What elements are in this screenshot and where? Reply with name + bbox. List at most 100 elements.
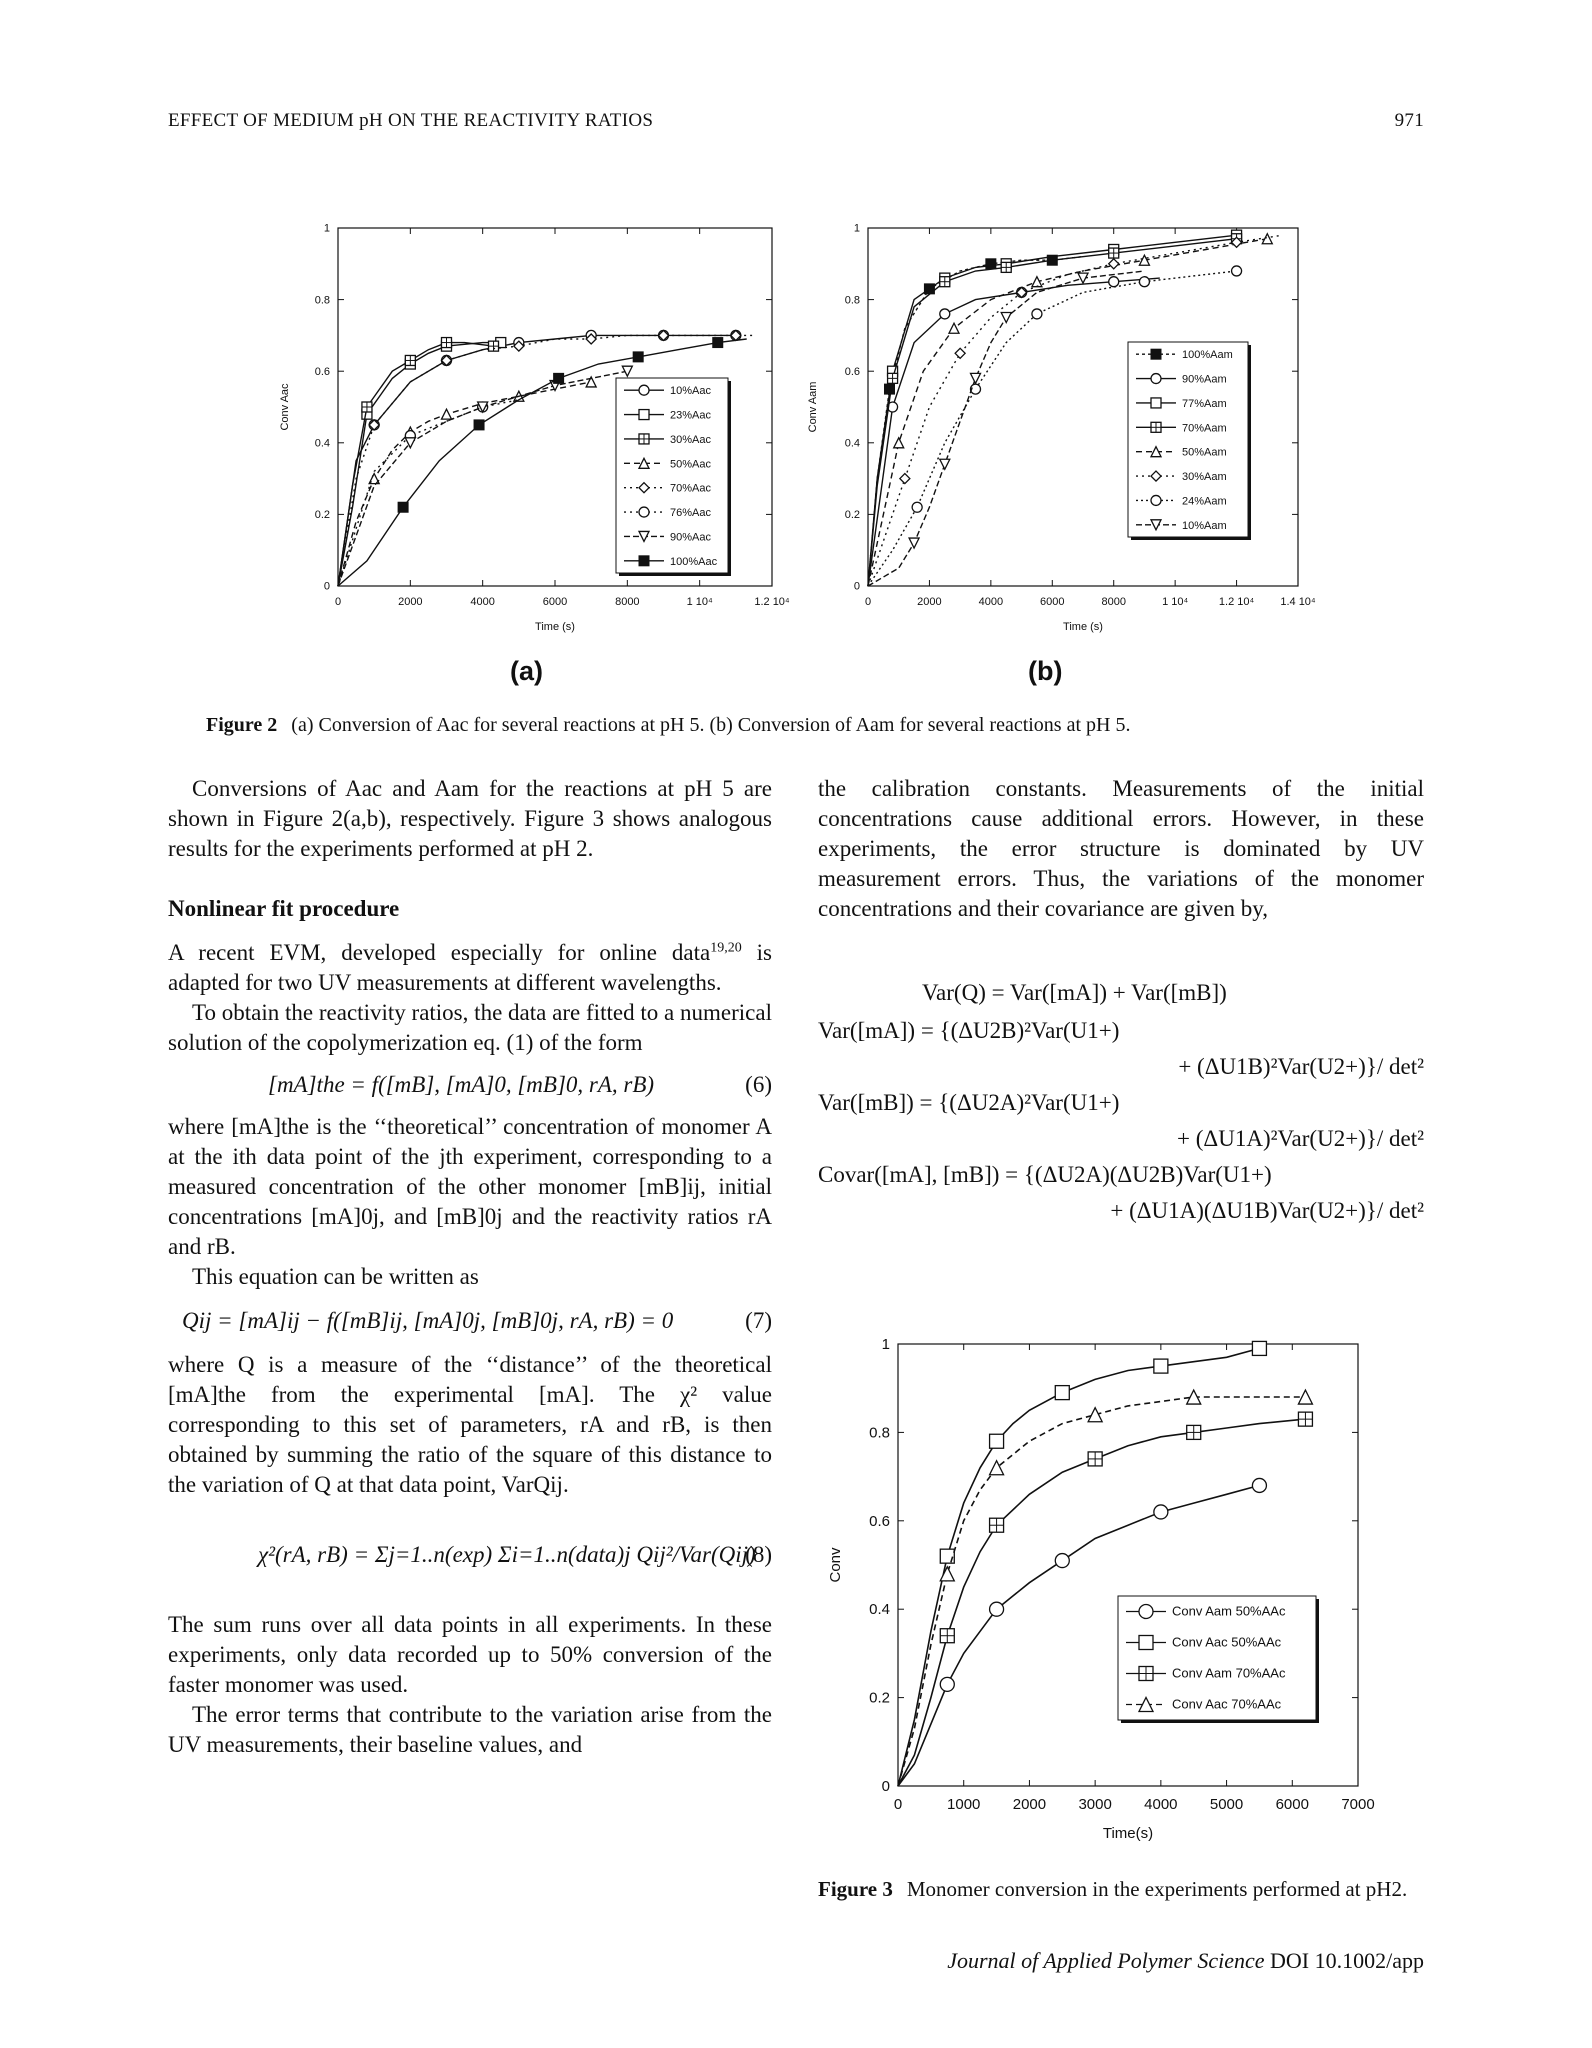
y-axis-label: Conv bbox=[827, 1547, 844, 1583]
legend-entry: 100%Aam bbox=[1182, 349, 1233, 361]
data-point bbox=[939, 1676, 955, 1692]
y-tick-label: 0.8 bbox=[315, 294, 330, 306]
data-point bbox=[1150, 348, 1162, 360]
x-tick-label: 0 bbox=[335, 596, 341, 608]
x-tick-label: 8000 bbox=[615, 596, 639, 608]
data-point bbox=[1230, 265, 1243, 277]
data-point bbox=[1153, 1504, 1169, 1520]
series bbox=[337, 336, 500, 587]
paragraph: The error terms that contribute to the v… bbox=[168, 1702, 772, 1757]
data-point bbox=[1015, 286, 1028, 299]
data-point bbox=[1108, 276, 1120, 288]
data-point bbox=[638, 384, 650, 396]
data-point bbox=[397, 501, 409, 513]
series-line bbox=[867, 238, 1237, 587]
data-point bbox=[939, 1548, 955, 1564]
series bbox=[337, 365, 634, 587]
footer: Journal of Applied Polymer Science DOI 1… bbox=[947, 1948, 1424, 1974]
x-axis-label: Time (s) bbox=[1063, 621, 1103, 633]
data-point bbox=[1150, 494, 1162, 507]
y-axis-label: Conv Aam bbox=[807, 382, 819, 433]
data-point bbox=[637, 530, 651, 543]
equation-6: [mA]the = f([mB], [mA]0, [mB]0, rA, rB) … bbox=[268, 1072, 772, 1097]
x-tick-label: 1.2 10⁴ bbox=[754, 596, 790, 608]
data-point bbox=[473, 419, 485, 431]
y-tick-label: 0.6 bbox=[869, 1513, 890, 1530]
figure-2b: 0 0.2 0.4 0.6 0.8 1 0 2000 4000 6000 8000 1 10⁴ 1.2 … bbox=[788, 220, 1318, 655]
data-point bbox=[638, 433, 650, 445]
x-tick-label: 1000 bbox=[947, 1796, 980, 1813]
y-tick-label: 0.8 bbox=[845, 294, 860, 306]
data-point bbox=[553, 372, 565, 384]
paragraph: the calibration constants. Measurements … bbox=[818, 776, 1424, 921]
legend-entry: 90%Aac bbox=[670, 531, 711, 543]
legend-entry: 100%Aac bbox=[670, 556, 718, 568]
data-point bbox=[1150, 470, 1162, 482]
figure-2-caption-text: (a) Conversion of Aac for several reacti… bbox=[291, 714, 1131, 736]
series-line bbox=[867, 270, 1237, 587]
y-tick-label: 1 bbox=[324, 223, 330, 235]
data-point bbox=[1137, 1696, 1155, 1713]
series bbox=[897, 1340, 1268, 1787]
legend-entry: 70%Aam bbox=[1182, 422, 1227, 434]
right-column: the calibration constants. Measurements … bbox=[818, 774, 1424, 924]
legend-entry: 76%Aac bbox=[670, 507, 711, 519]
x-tick-label: 8000 bbox=[1101, 596, 1125, 608]
data-point bbox=[632, 351, 644, 363]
data-point bbox=[368, 472, 381, 485]
panel-a-label: (a) bbox=[510, 656, 543, 686]
data-point bbox=[939, 308, 951, 320]
legend-entry: 50%Aac bbox=[670, 458, 711, 470]
y-axis-label: Conv Aac bbox=[279, 383, 291, 431]
series bbox=[897, 1411, 1314, 1787]
x-tick-label: 3000 bbox=[1078, 1796, 1111, 1813]
series bbox=[337, 329, 754, 587]
section-heading: Nonlinear fit procedure bbox=[168, 896, 400, 921]
legend: Conv Aam 50%AAc Conv Aac 50%AAc Conv Aam 7… bbox=[1117, 1595, 1319, 1723]
figure-3-caption-text: Monomer conversion in the experiments pe… bbox=[906, 1877, 1408, 1901]
legend: 100%Aam 90%Aam 77%Aam 70%Aam 50%Aam 30%Aam 24%… bbox=[1127, 341, 1251, 540]
legend-entry: 50%Aam bbox=[1182, 447, 1227, 459]
data-point bbox=[440, 407, 453, 420]
paragraph: where [mA]the is the ‘‘theoretical’’ con… bbox=[168, 1114, 772, 1259]
x-tick-label: 7000 bbox=[1341, 1796, 1374, 1813]
data-point bbox=[1054, 1384, 1070, 1401]
legend-entry: Conv Aam 70%AAc bbox=[1172, 1666, 1286, 1681]
chart-2b: 0 0.2 0.4 0.6 0.8 1 0 2000 4000 6000 8000 1 10⁴ 1.2 … bbox=[807, 223, 1316, 633]
x-tick-label: 4000 bbox=[470, 596, 494, 608]
legend-entry: 10%Aam bbox=[1182, 520, 1227, 532]
paragraph: This equation can be written as bbox=[192, 1264, 479, 1289]
y-tick-label: 0.8 bbox=[869, 1424, 890, 1441]
data-point bbox=[1031, 308, 1043, 320]
variance-equations: Var(Q) = Var([mA]) + Var([mB]) Var([mA])… bbox=[818, 980, 1424, 1223]
y-tick-label: 1 bbox=[854, 223, 860, 235]
series bbox=[897, 1388, 1314, 1787]
x-axis-label: Time (s) bbox=[535, 621, 575, 633]
data-point bbox=[512, 340, 525, 353]
figure-2-caption-label: Figure 2 bbox=[206, 714, 278, 736]
paragraph: where Q is a measure of the ‘‘distance’’… bbox=[168, 1352, 772, 1497]
equation-8: χ²(rA, rB) = Σj=1..n(exp) Σi=1..n(data)j… bbox=[258, 1542, 772, 1567]
data-point bbox=[638, 506, 650, 518]
series-line bbox=[897, 1347, 1260, 1787]
x-tick-label: 4000 bbox=[979, 596, 1003, 608]
series-line bbox=[867, 234, 1283, 587]
data-point bbox=[988, 1601, 1005, 1617]
y-tick-label: 0.4 bbox=[315, 437, 330, 449]
legend-entry: 10%Aac bbox=[670, 385, 711, 397]
panel-b-label: (b) bbox=[1028, 656, 1063, 686]
data-point bbox=[911, 501, 923, 513]
data-point bbox=[1149, 445, 1163, 458]
x-tick-label: 0 bbox=[865, 596, 871, 608]
data-point bbox=[1107, 257, 1120, 270]
x-axis-label: Time(s) bbox=[1103, 1825, 1153, 1842]
x-tick-label: 6000 bbox=[1276, 1796, 1309, 1813]
paragraph: Conversions of Aac and Aam for the react… bbox=[168, 776, 772, 861]
y-tick-label: 1 bbox=[882, 1336, 890, 1353]
data-point bbox=[886, 372, 899, 385]
legend: 10%Aac 23%Aac 30%Aac 50%Aac 70%Aac 76%Aac 90%A… bbox=[615, 377, 731, 576]
data-point bbox=[1230, 236, 1243, 249]
paragraph: The sum runs over all data points in all… bbox=[168, 1612, 772, 1697]
legend-entry: 90%Aam bbox=[1182, 374, 1227, 386]
data-point bbox=[1150, 421, 1162, 433]
